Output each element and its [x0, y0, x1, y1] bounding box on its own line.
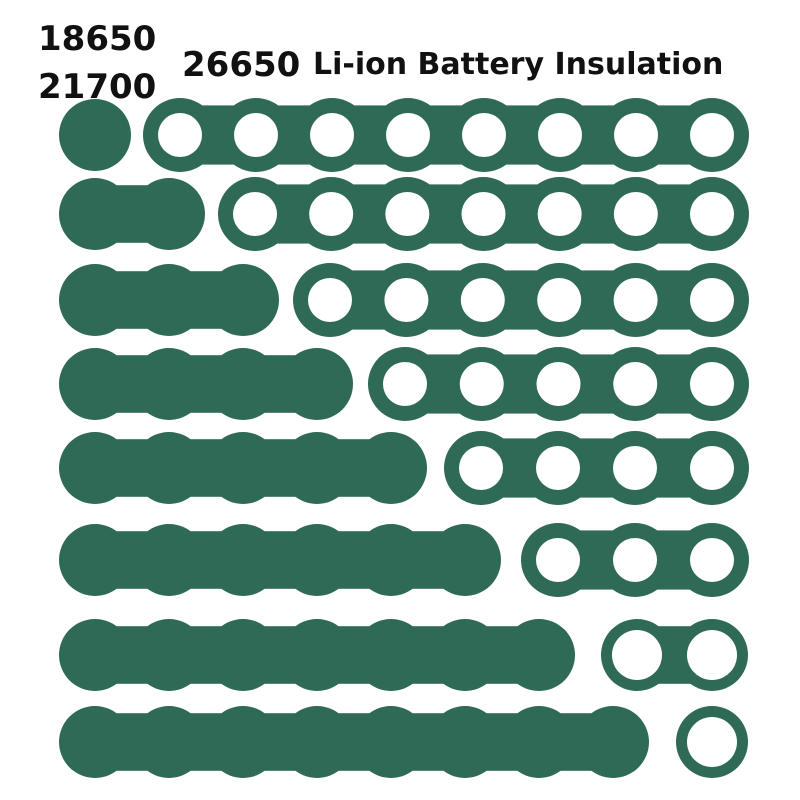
size-label: 26650	[182, 45, 300, 85]
pad-hole	[386, 113, 430, 157]
pad-hole	[613, 446, 657, 490]
solid-strip	[59, 619, 575, 691]
pad-hole	[690, 192, 734, 236]
ring-strip	[676, 706, 748, 778]
pad	[429, 524, 501, 596]
pad-hole	[613, 192, 658, 236]
insulation-pads	[59, 98, 749, 778]
solid-strip	[59, 524, 501, 596]
solid-strip	[59, 432, 427, 504]
pad	[59, 706, 131, 778]
pad-hole	[536, 362, 581, 406]
pad	[207, 432, 279, 504]
solid-strip	[59, 99, 131, 171]
pad-hole	[309, 192, 354, 236]
pad	[133, 348, 205, 420]
pad-hole	[459, 446, 503, 490]
pad	[133, 264, 205, 336]
pad	[355, 524, 427, 596]
pad-hole	[538, 113, 582, 157]
pad	[207, 348, 279, 420]
ring-strip	[143, 98, 749, 172]
ring-strip	[521, 523, 749, 597]
ring-strip	[218, 177, 749, 251]
pad	[503, 706, 575, 778]
pad-hole	[613, 362, 658, 406]
pad	[281, 432, 353, 504]
pad-hole	[614, 113, 658, 157]
ring-strip	[601, 619, 748, 691]
pad	[281, 524, 353, 596]
pad	[59, 264, 131, 336]
pad	[577, 706, 649, 778]
pad	[207, 619, 279, 691]
pad-hole	[687, 630, 737, 680]
pad	[355, 619, 427, 691]
pad-hole	[460, 278, 505, 322]
pad	[429, 706, 501, 778]
solid-strip	[59, 264, 279, 336]
ring-strip	[293, 263, 749, 337]
pad-hole	[613, 278, 658, 322]
strip-bridge	[95, 355, 317, 413]
pad-hole	[158, 113, 202, 157]
pad-hole	[687, 717, 737, 767]
pad	[355, 706, 427, 778]
solid-strip	[59, 348, 353, 420]
pad	[355, 432, 427, 504]
pad-hole	[690, 538, 734, 582]
pad	[59, 348, 131, 420]
pad	[59, 432, 131, 504]
ring-strip	[368, 347, 749, 421]
pad	[207, 706, 279, 778]
pad-hole	[690, 278, 734, 322]
pad-hole	[612, 630, 662, 680]
pad	[59, 178, 131, 250]
pad	[133, 706, 205, 778]
pad-hole	[690, 362, 734, 406]
pad-hole	[461, 192, 506, 236]
pad	[281, 348, 353, 420]
pad-hole	[233, 192, 277, 236]
pad-hole	[384, 278, 429, 322]
pad	[281, 706, 353, 778]
pad-hole	[690, 446, 734, 490]
pad	[207, 524, 279, 596]
solid-strip	[59, 178, 205, 250]
pad-hole	[536, 538, 580, 582]
pad	[133, 432, 205, 504]
pad	[59, 99, 131, 171]
pad-hole	[234, 113, 278, 157]
pad	[207, 264, 279, 336]
pad-hole	[383, 362, 427, 406]
pad-hole	[462, 113, 506, 157]
pad-hole	[537, 192, 582, 236]
pad-hole	[310, 113, 354, 157]
pad-hole	[537, 278, 582, 322]
solid-strip	[59, 706, 649, 778]
pad	[59, 619, 131, 691]
pad	[133, 619, 205, 691]
pad	[429, 619, 501, 691]
pad-hole	[690, 113, 734, 157]
ring-strip	[444, 431, 749, 505]
pad-hole	[385, 192, 430, 236]
pad	[59, 524, 131, 596]
pad	[281, 619, 353, 691]
pad	[503, 619, 575, 691]
strip-bridge	[481, 438, 712, 498]
size-label: 18650	[38, 19, 156, 59]
pad-hole	[459, 362, 504, 406]
pad	[133, 178, 205, 250]
pad-hole	[613, 538, 657, 582]
pad-hole	[308, 278, 352, 322]
title: Li-ion Battery Insulation	[313, 47, 723, 82]
pad-hole	[536, 446, 580, 490]
pad	[133, 524, 205, 596]
